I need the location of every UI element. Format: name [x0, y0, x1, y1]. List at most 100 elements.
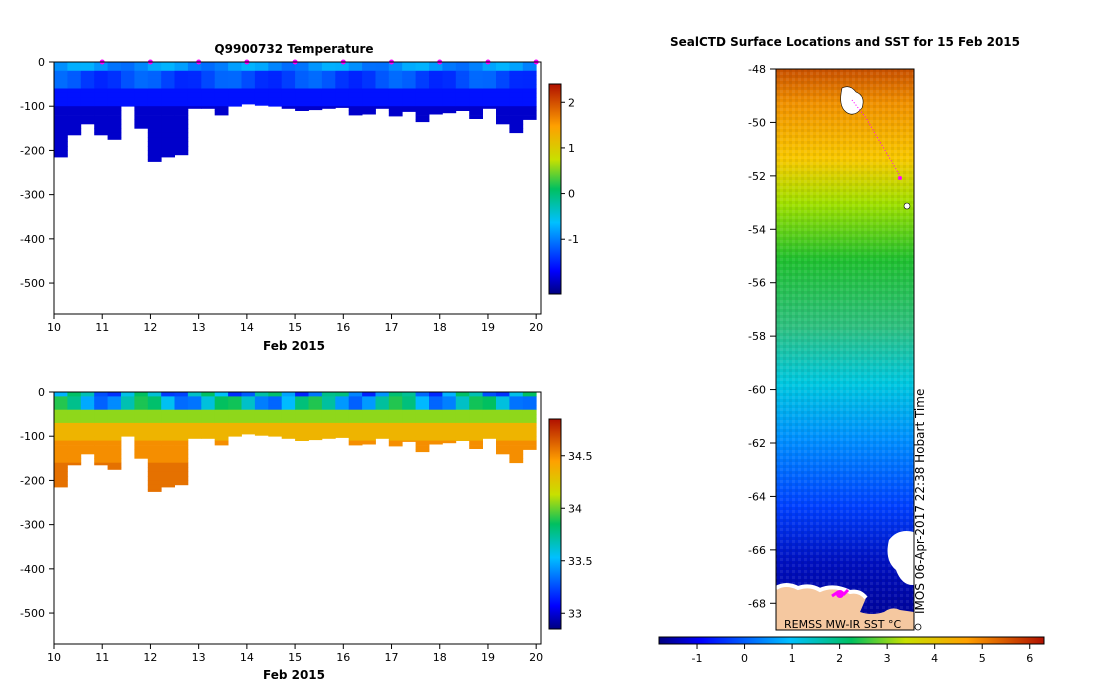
- profile-cell: [388, 106, 403, 111]
- temperature-section-panel: Q9900732 Temperature 0 -100 -200 -300 -400 -5…: [20, 42, 579, 353]
- profile-cell: [522, 97, 537, 103]
- profile-cell: [174, 476, 189, 481]
- profile-cell: [281, 101, 296, 107]
- y-tick-label: -400: [20, 233, 45, 246]
- profile-cell: [402, 414, 416, 419]
- profile-cell: [335, 436, 350, 438]
- profile-cell: [67, 418, 82, 424]
- profile-cell: [201, 396, 216, 402]
- profile-cell: [80, 75, 95, 81]
- profile-cell: [308, 66, 323, 72]
- profile-cell: [455, 62, 470, 67]
- profile-cell: [134, 418, 149, 424]
- profile-cell: [402, 79, 416, 85]
- profile-cell: [174, 449, 189, 455]
- profile-cell: [147, 427, 162, 433]
- profile-cell: [228, 66, 242, 72]
- profile-cell: [121, 97, 135, 103]
- profile-cell: [308, 70, 323, 76]
- profile-cell: [228, 88, 242, 94]
- profile-cell: [134, 110, 149, 116]
- y-tick-label: -200: [20, 474, 45, 487]
- profile-cell: [187, 396, 202, 402]
- profile-cell: [228, 97, 242, 103]
- profile-cell: [375, 88, 390, 94]
- profile-cell: [254, 427, 269, 433]
- profile-cell: [67, 128, 82, 134]
- profile-cell: [228, 422, 242, 428]
- profile-cell: [388, 70, 403, 76]
- profile-cell: [161, 462, 175, 468]
- profile-cell: [348, 70, 363, 76]
- profile-cell: [161, 110, 175, 116]
- profile-cell: [335, 92, 350, 98]
- profile-cell: [147, 66, 162, 72]
- profile-cell: [107, 422, 122, 428]
- profile-cell: [201, 427, 216, 433]
- profile-cell: [321, 436, 336, 439]
- profile-cell: [54, 88, 68, 94]
- profile-cell: [201, 79, 216, 85]
- profile-cell: [134, 119, 149, 125]
- profile-cell: [174, 146, 189, 151]
- profile-cell: [67, 132, 82, 136]
- profile-cell: [388, 396, 403, 402]
- profile-cell: [214, 436, 229, 441]
- profile-cell: [415, 92, 430, 98]
- profile-cell: [281, 409, 296, 415]
- profile-cell: [442, 409, 457, 415]
- x-tick-label: 19: [481, 321, 495, 334]
- profile-cell: [107, 132, 122, 138]
- profile-cell: [147, 159, 162, 162]
- profile-cell: [107, 458, 122, 464]
- profile-cell: [348, 62, 363, 67]
- lat-tick-label: -62: [748, 437, 766, 450]
- profile-cell: [509, 414, 524, 419]
- profile-cell: [54, 150, 68, 156]
- profile-cell: [295, 414, 309, 419]
- profile-cell: [455, 92, 470, 98]
- profile-cell: [201, 436, 216, 439]
- profile-cell: [308, 431, 323, 437]
- profile-cell: [335, 75, 350, 81]
- profile-cell: [174, 128, 189, 134]
- seal-location-north: [898, 176, 902, 180]
- profile-cell: [522, 400, 537, 406]
- profile-cell: [348, 400, 363, 406]
- profile-cell: [147, 92, 162, 98]
- profile-cell: [67, 396, 82, 402]
- profile-cell: [147, 440, 162, 446]
- profile-cell: [522, 115, 537, 120]
- profile-cell: [121, 101, 135, 107]
- profile-cell: [54, 418, 68, 424]
- profile-cell: [161, 84, 175, 89]
- profile-cell: [509, 396, 524, 402]
- profile-cell: [201, 88, 216, 94]
- profile-cell: [187, 418, 202, 424]
- profile-cell: [469, 440, 483, 446]
- profile-cell: [161, 453, 175, 459]
- profile-cell: [321, 92, 336, 98]
- profile-cell: [522, 101, 537, 107]
- profile-cell: [362, 79, 376, 85]
- profile-cell: [187, 101, 202, 107]
- profile-cell: [174, 400, 189, 406]
- profile-cell: [67, 66, 82, 72]
- profile-cell: [94, 405, 108, 411]
- profile-cell: [174, 409, 189, 415]
- profile-cell: [187, 422, 202, 428]
- profile-cell: [388, 101, 403, 107]
- profile-cell: [469, 392, 483, 397]
- profile-cell: [161, 146, 175, 151]
- profile-cell: [241, 392, 256, 397]
- profile-cell: [496, 392, 510, 397]
- profile-cell: [174, 70, 189, 76]
- profile-cell: [214, 92, 229, 98]
- profile-cell: [522, 436, 537, 441]
- profile-cell: [522, 84, 537, 89]
- profile-cell: [54, 66, 68, 72]
- profile-cell: [496, 66, 510, 72]
- profile-cell: [107, 453, 122, 459]
- profile-cell: [228, 431, 242, 437]
- profile-cell: [362, 396, 376, 402]
